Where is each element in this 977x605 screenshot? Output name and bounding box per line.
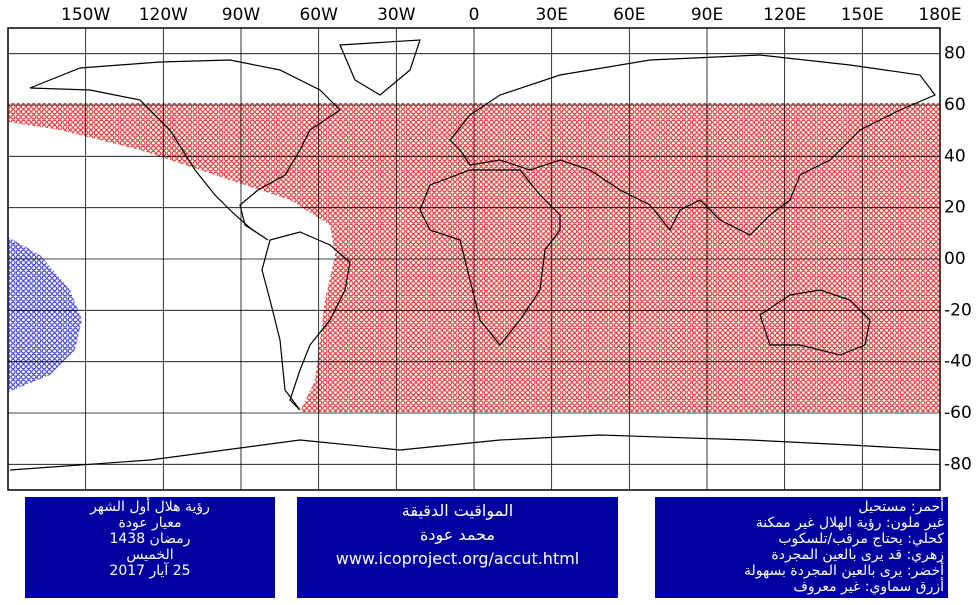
antarctica	[9, 434, 941, 471]
date-line: الخميس	[126, 547, 174, 563]
australia	[759, 289, 871, 356]
eurasia	[449, 54, 936, 236]
africa	[419, 169, 561, 346]
greenland	[339, 39, 421, 96]
latitude-label: 00	[944, 249, 966, 269]
latitude-label: -80	[944, 454, 972, 474]
legend-box: أحمر: مستحيل غير ملون: رؤية الهلال غير مم…	[655, 497, 948, 598]
latitude-label: -40	[944, 352, 972, 372]
grid	[8, 28, 940, 490]
legend-line: أزرق سماوي: غير معروف	[793, 579, 944, 595]
legend-line: أخضر: يرى بالعين المجردة بسهولة	[744, 563, 944, 579]
longitude-label: 30E	[535, 5, 567, 25]
latitude-label: -60	[944, 403, 972, 423]
longitude-label: 30W	[377, 5, 416, 25]
longitude-label: 150W	[61, 5, 110, 25]
legend-line: زهري: قد يرى بالعين المجردة	[771, 547, 944, 563]
longitude-label: 60W	[299, 5, 338, 25]
latitude-label: 60	[944, 95, 966, 115]
date-box: رؤية هلال أول الشهر معيار عودة رمضان 1438 ا…	[25, 497, 275, 598]
date-line: معيار عودة	[118, 515, 182, 531]
date-line: رؤية هلال أول الشهر	[90, 499, 210, 515]
longitude-label: 90W	[222, 5, 261, 25]
longitude-label: 180E	[918, 5, 961, 25]
latitude-label: 40	[944, 146, 966, 166]
longitude-label: 150E	[841, 5, 884, 25]
date-line: 25 آيار 2017	[109, 563, 191, 579]
credits-box: المواقيت الدقيقة محمد عودة www.icoproject.…	[297, 497, 618, 598]
longitude-label: 120W	[139, 5, 188, 25]
credit-line: محمد عودة	[420, 525, 495, 544]
legend-line: غير ملون: رؤية الهلال غير ممكنة	[755, 515, 944, 531]
south-america	[261, 231, 351, 411]
latitude-label: 20	[944, 198, 966, 218]
telescope-region	[8, 237, 82, 392]
legend-line: كحلي: يحتاج مرقب/تلسكوب	[778, 531, 944, 547]
longitude-label: 120E	[763, 5, 806, 25]
date-line: رمضان 1438	[109, 531, 191, 547]
legend-line: أحمر: مستحيل	[858, 499, 944, 515]
coastlines	[9, 39, 941, 471]
longitude-label: 60E	[613, 5, 645, 25]
longitude-label: 90E	[691, 5, 723, 25]
latitude-label: 80	[944, 44, 966, 64]
longitude-label: 0	[469, 5, 480, 25]
credit-line: المواقيت الدقيقة	[401, 501, 514, 520]
latitude-label: -20	[944, 300, 972, 320]
north-america	[29, 59, 341, 241]
credit-line: www.icoproject.org/accut.html	[335, 549, 580, 568]
